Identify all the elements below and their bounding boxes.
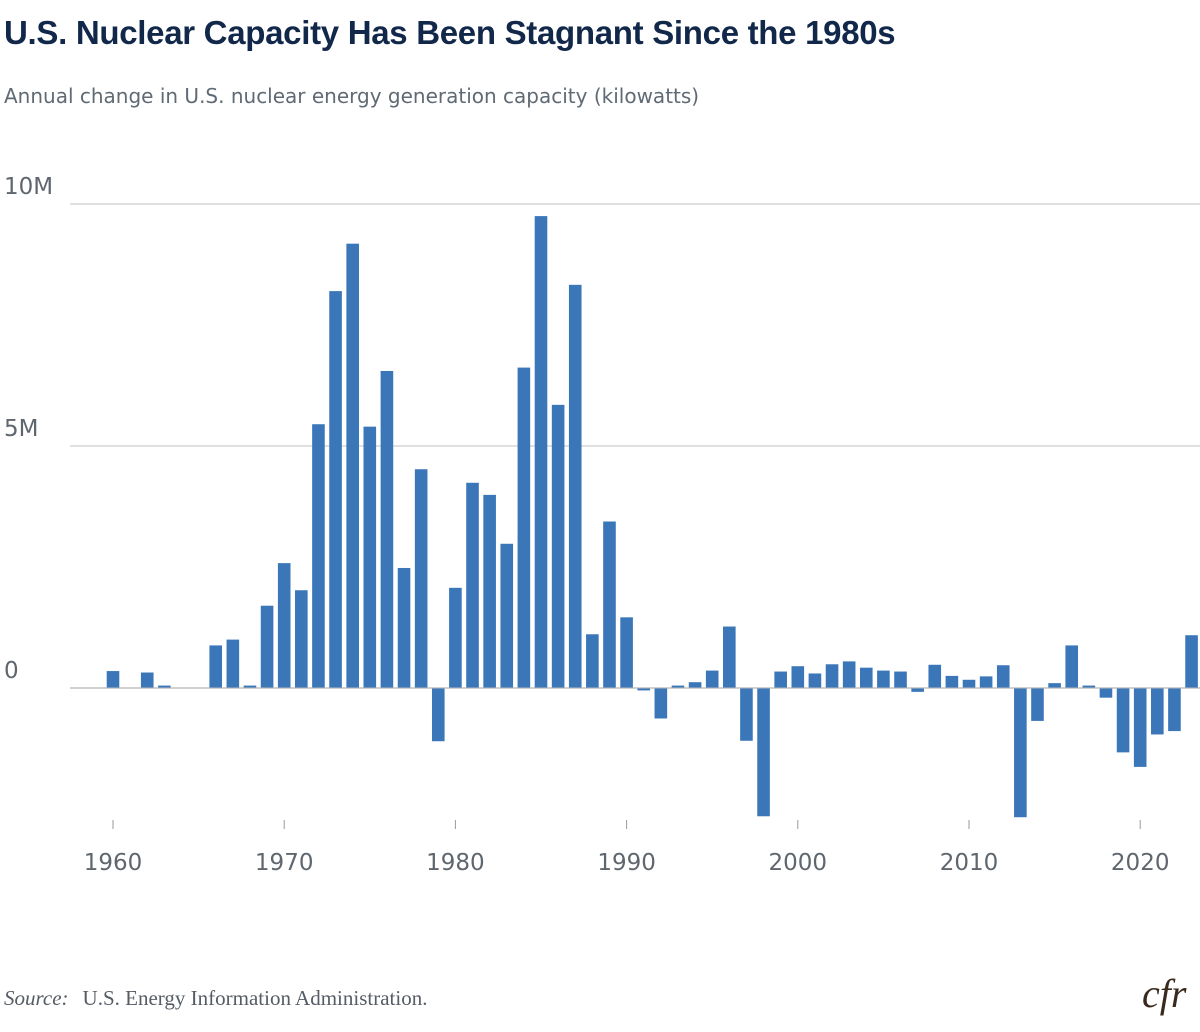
gridlines bbox=[70, 203, 1200, 689]
bar-2009 bbox=[945, 675, 959, 688]
bar-1989 bbox=[603, 521, 616, 688]
x-tick-label: 1960 bbox=[84, 850, 143, 876]
y-tick-label: 0 bbox=[4, 658, 19, 684]
y-tick-label: 5M bbox=[4, 416, 38, 442]
bar-2021 bbox=[1151, 688, 1164, 735]
bar-1970 bbox=[277, 563, 291, 688]
axes: 0 5M 10M 1960 1970 1980 1990 2000 2010 2020 bbox=[4, 174, 1200, 876]
bar-1998 bbox=[757, 688, 770, 817]
source-label: Source: bbox=[4, 986, 69, 1010]
bar-2014 bbox=[1031, 688, 1044, 721]
cfr-logo: cfr bbox=[1142, 971, 1187, 1016]
bar-1962 bbox=[140, 672, 154, 688]
x-tick-label: 2010 bbox=[940, 850, 999, 876]
y-tick-label: 10M bbox=[4, 174, 53, 200]
chart-subtitle: Annual change in U.S. nuclear energy gen… bbox=[4, 84, 700, 108]
bar-2020 bbox=[1133, 688, 1147, 767]
bar-1990 bbox=[620, 617, 633, 688]
bar-1993 bbox=[671, 685, 685, 688]
bar-1975 bbox=[363, 426, 377, 688]
bar-1971 bbox=[295, 590, 308, 688]
bar-2005 bbox=[877, 670, 890, 688]
bar-1966 bbox=[209, 645, 223, 688]
bar-1973 bbox=[329, 291, 342, 688]
bar-1992 bbox=[654, 688, 668, 719]
bars bbox=[106, 216, 1198, 818]
chart-title: U.S. Nuclear Capacity Has Been Stagnant … bbox=[4, 14, 896, 51]
bar-1984 bbox=[517, 367, 531, 688]
source-text: U.S. Energy Information Administration. bbox=[82, 986, 428, 1010]
bar-1968 bbox=[243, 685, 257, 688]
bar-1976 bbox=[380, 370, 394, 688]
x-tick-label: 2000 bbox=[769, 850, 828, 876]
bar-1960 bbox=[106, 671, 120, 688]
bar-2003 bbox=[842, 661, 856, 688]
bar-1977 bbox=[397, 567, 411, 688]
x-tick-label: 1990 bbox=[597, 850, 656, 876]
bar-1995 bbox=[705, 670, 719, 688]
bar-2012 bbox=[996, 665, 1010, 688]
bar-1988 bbox=[586, 634, 599, 688]
bar-1994 bbox=[688, 682, 702, 688]
bar-1982 bbox=[483, 494, 496, 688]
bar-2008 bbox=[928, 664, 942, 688]
bar-2016 bbox=[1065, 645, 1079, 688]
bar-1967 bbox=[226, 639, 240, 688]
bar-1979 bbox=[431, 688, 445, 742]
bar-2023 bbox=[1185, 635, 1198, 688]
bar-1987 bbox=[568, 284, 582, 688]
bar-2017 bbox=[1082, 685, 1096, 688]
bar-2007 bbox=[911, 688, 924, 692]
bar-1985 bbox=[534, 216, 548, 688]
bar-2019 bbox=[1116, 688, 1130, 753]
bar-2011 bbox=[979, 676, 993, 688]
bar-1972 bbox=[312, 424, 325, 688]
bar-1999 bbox=[774, 671, 787, 688]
bar-1997 bbox=[740, 688, 753, 741]
bar-2015 bbox=[1048, 683, 1061, 688]
bar-2018 bbox=[1099, 688, 1113, 698]
bar-1983 bbox=[500, 543, 514, 688]
bar-1978 bbox=[414, 469, 428, 688]
x-tick-label: 1980 bbox=[426, 850, 485, 876]
bar-1986 bbox=[551, 404, 565, 688]
bar-2010 bbox=[962, 679, 976, 688]
bar-1981 bbox=[466, 482, 479, 688]
x-tick-label: 2020 bbox=[1111, 850, 1170, 876]
bar-2022 bbox=[1168, 688, 1181, 732]
bar-2004 bbox=[859, 667, 873, 688]
bar-2006 bbox=[894, 671, 907, 688]
bar-1969 bbox=[260, 605, 274, 688]
bar-1996 bbox=[723, 626, 736, 688]
bar-2013 bbox=[1014, 688, 1027, 818]
source-note: Source: U.S. Energy Information Administr… bbox=[4, 986, 427, 1011]
bar-1991 bbox=[637, 688, 651, 691]
bar-1963 bbox=[158, 685, 171, 688]
bar-1980 bbox=[449, 587, 462, 688]
x-tick-label: 1970 bbox=[255, 850, 314, 876]
bar-2001 bbox=[808, 673, 822, 688]
bar-chart: 0 5M 10M 1960 1970 1980 1990 2000 2010 2020 bbox=[4, 174, 1200, 876]
bar-1974 bbox=[346, 243, 359, 688]
bar-2002 bbox=[825, 664, 839, 688]
bar-2000 bbox=[791, 666, 805, 688]
